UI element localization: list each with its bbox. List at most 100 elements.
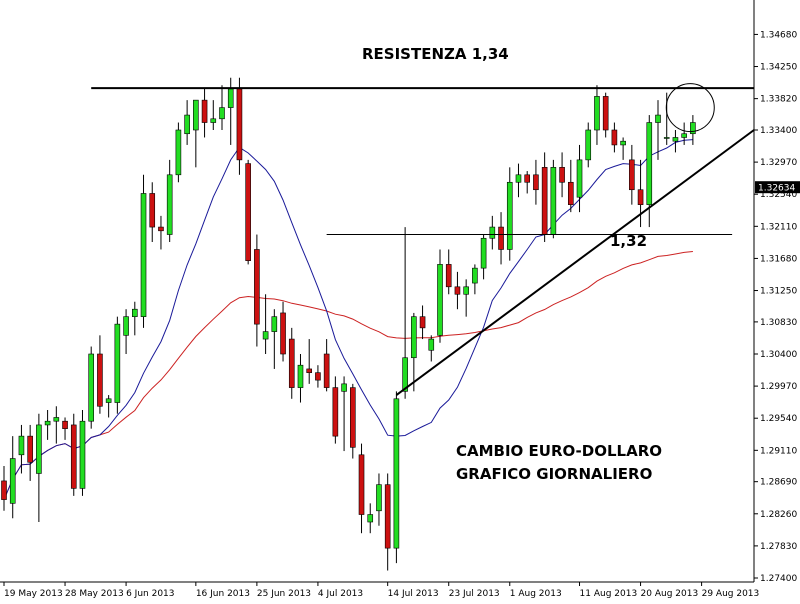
candle — [506, 167, 513, 261]
candle — [44, 410, 51, 440]
candle-body-down — [280, 312, 286, 355]
candle-body-up — [271, 316, 278, 332]
candle-body-up — [646, 122, 653, 205]
candle-body-down — [306, 368, 313, 373]
candle — [315, 365, 321, 388]
candle-body-down — [349, 387, 356, 448]
candle — [585, 122, 592, 168]
candle — [637, 159, 644, 228]
candle — [576, 144, 583, 213]
candle-body-down — [288, 338, 295, 388]
highlight-circle — [665, 83, 715, 133]
y-tick-label: 1.34250 — [760, 63, 797, 73]
candle — [53, 406, 60, 444]
y-tick-label: 1.28690 — [760, 478, 797, 488]
candle — [306, 339, 313, 384]
candle-body-up — [367, 514, 374, 523]
candle-body-up — [53, 417, 60, 422]
candle-body-down — [158, 226, 164, 232]
candle-body-down — [629, 159, 635, 191]
fast-ma-line — [3, 139, 693, 500]
candle-body-up — [506, 181, 513, 250]
candle-body-up — [341, 383, 347, 392]
candle — [681, 122, 687, 145]
y-tick-label: 1.27400 — [760, 574, 797, 584]
candle — [105, 395, 112, 418]
moving-average-fast — [3, 139, 693, 500]
y-tick-label: 1.32970 — [760, 158, 797, 168]
candle-body-down — [559, 167, 565, 183]
candle — [166, 159, 173, 242]
candle-body-up — [411, 316, 417, 359]
candle-body-down — [27, 435, 33, 463]
x-tick-label: 25 Jun 2013 — [257, 589, 311, 599]
candle — [559, 152, 565, 198]
y-tick-label: 1.30400 — [760, 350, 797, 360]
candle-body-up — [393, 398, 400, 549]
y-tick-label: 1.33820 — [760, 95, 797, 105]
candle — [480, 234, 487, 280]
y-tick-label: 1.30830 — [760, 318, 797, 328]
candle-body-up — [44, 420, 51, 426]
candle-body-up — [489, 226, 496, 239]
y-tick-label: 1.31250 — [760, 287, 797, 297]
candle-body-up — [132, 308, 138, 317]
candle-body-up — [166, 174, 173, 235]
candle — [489, 215, 496, 250]
x-tick-label: 28 May 2013 — [65, 589, 124, 599]
candle-body-up — [184, 114, 190, 135]
candle-body-down — [419, 316, 426, 329]
candle-body-up — [620, 140, 626, 146]
candle — [655, 100, 661, 160]
candle-body-up — [79, 420, 86, 489]
candle-body-up — [193, 99, 199, 131]
support-label: 1,32 — [610, 232, 647, 250]
candle-body-up — [210, 118, 217, 123]
candle — [611, 122, 618, 153]
moving-average-slow — [3, 251, 693, 500]
y-tick-label: 1.33400 — [760, 126, 797, 136]
candle — [280, 301, 286, 362]
y-tick-label: 1.31680 — [760, 254, 797, 264]
candle — [567, 159, 574, 213]
candle-body-up — [681, 133, 687, 138]
candle-body-up — [297, 364, 304, 388]
candle — [629, 144, 635, 205]
candle — [201, 88, 208, 138]
candle-body-down — [97, 353, 103, 407]
candle — [79, 410, 86, 496]
candle — [70, 413, 77, 496]
candle-body-up — [515, 174, 522, 183]
candle-body-up — [402, 357, 408, 392]
candle — [411, 312, 417, 392]
candle — [271, 309, 278, 369]
candle-body-down — [533, 174, 539, 191]
candle-body-down — [70, 424, 77, 489]
candle — [358, 443, 365, 534]
candle — [27, 424, 33, 481]
y-tick-label: 1.29970 — [760, 382, 797, 392]
candle — [515, 163, 522, 198]
candle-body-down — [254, 249, 260, 325]
candle-body-up — [376, 484, 382, 512]
candle-body-down — [201, 99, 208, 123]
candle — [620, 137, 626, 160]
candle-body-down — [498, 226, 504, 250]
candle-body-up — [123, 316, 129, 336]
candle-body-up — [428, 338, 435, 351]
candle — [594, 85, 600, 145]
candle — [97, 335, 103, 414]
candle — [419, 305, 426, 340]
x-tick-label: 1 Aug 2013 — [510, 589, 562, 599]
resistance-label: RESISTENZA 1,34 — [362, 45, 509, 63]
candle-body-down — [323, 353, 330, 388]
candle-body-down — [637, 189, 644, 205]
candle — [114, 316, 121, 414]
candle-body-up — [472, 267, 478, 284]
x-tick-label: 4 Jul 2013 — [318, 589, 363, 599]
candle-body-up — [219, 107, 225, 120]
candle-body-up — [672, 137, 679, 142]
candle — [323, 339, 330, 392]
candle — [402, 227, 408, 399]
